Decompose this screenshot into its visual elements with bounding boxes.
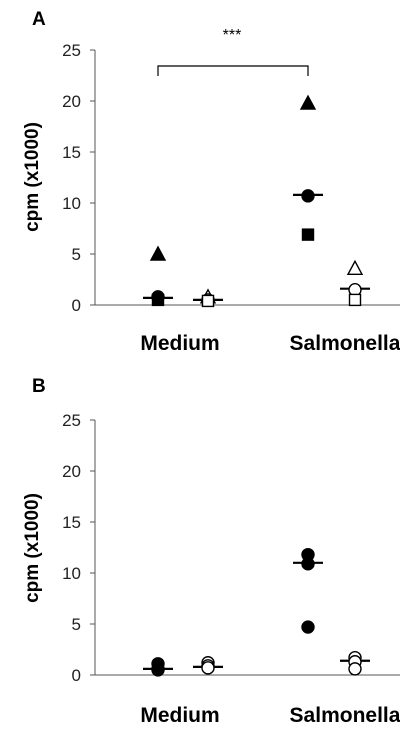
panel-a-y-tick-label: 25 (62, 41, 81, 60)
panel-a-point-filled-square (301, 228, 315, 241)
panel-a-point-filled-circle (301, 189, 315, 203)
panel-b-point-open-circle (201, 661, 215, 675)
panel-b-y-tick-label: 25 (62, 411, 81, 430)
panel-a-y-axis-label: cpm (x1000) (22, 122, 43, 232)
panel-a-y-tick-label: 5 (72, 245, 81, 264)
panel-a-y-tick-label: 20 (62, 92, 81, 111)
panel-a-significance-label: *** (223, 27, 242, 44)
panel-a-point-open-triangle (346, 259, 364, 275)
panel-a-point-filled-triangle (299, 94, 317, 110)
panel-b-point-open-circle (348, 662, 362, 676)
panel-a-point-filled-triangle (149, 245, 167, 261)
panel-a-x-category-label: Salmonella (290, 332, 400, 355)
panel-b-y-tick-label: 10 (62, 564, 81, 583)
panel-a-y-tick-label: 15 (62, 143, 81, 162)
panel-a-y-tick-label: 10 (62, 194, 81, 213)
panel-a-point-open-square (348, 293, 362, 307)
panel-b-y-tick-label: 15 (62, 513, 81, 532)
panel-b-label: B (32, 376, 46, 397)
panel-a-y-tick-label: 0 (72, 296, 81, 315)
panel-a-significance-bracket (157, 65, 309, 76)
panel-b-y-tick-label: 5 (72, 615, 81, 634)
panel-b-x-category-label: Salmonella (290, 704, 400, 727)
panel-b-point-filled-circle (151, 663, 165, 677)
panel-b-y-axis-label: cpm (x1000) (22, 493, 43, 603)
panel-a-label: A (32, 9, 46, 30)
panel-b-y-tick-label: 20 (62, 462, 81, 481)
panel-a-point-filled-square (151, 293, 165, 307)
panel-b-point-filled-circle (301, 620, 315, 634)
panel-a-point-open-square (201, 294, 215, 308)
panel-a-x-category-label: Medium (140, 332, 219, 355)
panel-b-x-category-label: Medium (140, 704, 219, 727)
panel-b-point-filled-circle (301, 557, 315, 571)
panel-b-y-tick-label: 0 (72, 666, 81, 685)
